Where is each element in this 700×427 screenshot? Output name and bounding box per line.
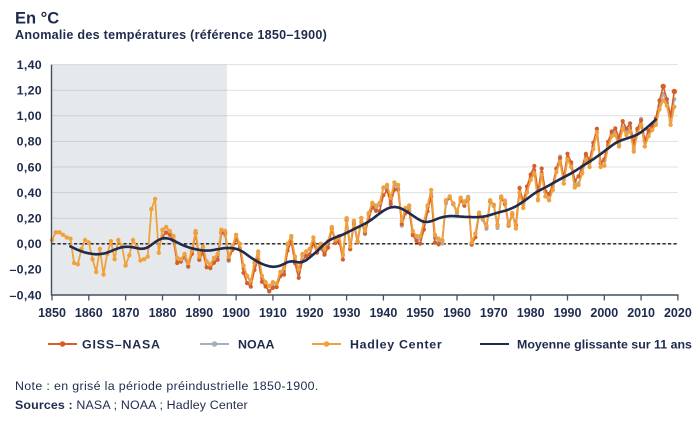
- svg-text:Sources : NASA ; NOAA ; Hadley: Sources : NASA ; NOAA ; Hadley Center: [15, 398, 248, 412]
- svg-text:1,40: 1,40: [17, 58, 42, 72]
- svg-text:0,00: 0,00: [17, 237, 42, 251]
- svg-text:0,40: 0,40: [17, 186, 42, 200]
- svg-text:GISS–NASA: GISS–NASA: [82, 337, 161, 351]
- svg-text:1960: 1960: [443, 306, 471, 320]
- svg-text:1970: 1970: [480, 306, 508, 320]
- svg-text:1940: 1940: [369, 306, 397, 320]
- svg-text:1920: 1920: [296, 306, 324, 320]
- svg-text:Anomalie des températures (réf: Anomalie des températures (référence 185…: [15, 28, 327, 42]
- svg-text:1850: 1850: [38, 306, 66, 320]
- svg-text:–0,20: –0,20: [9, 263, 42, 277]
- svg-text:2010: 2010: [627, 306, 655, 320]
- svg-text:0,60: 0,60: [17, 160, 42, 174]
- svg-text:1870: 1870: [112, 306, 140, 320]
- svg-text:1930: 1930: [333, 306, 361, 320]
- svg-text:1860: 1860: [75, 306, 103, 320]
- svg-text:1900: 1900: [222, 306, 250, 320]
- svg-text:1890: 1890: [185, 306, 213, 320]
- svg-text:NOAA: NOAA: [238, 337, 275, 351]
- svg-text:Note : en grisé la période pré: Note : en grisé la période préindustriel…: [15, 379, 319, 393]
- svg-text:0,20: 0,20: [17, 212, 42, 226]
- svg-text:En °C: En °C: [15, 10, 59, 28]
- svg-text:2000: 2000: [590, 306, 618, 320]
- svg-text:1950: 1950: [406, 306, 434, 320]
- svg-text:1910: 1910: [259, 306, 287, 320]
- svg-text:Hadley Center: Hadley Center: [350, 337, 442, 351]
- svg-text:2020: 2020: [664, 306, 692, 320]
- svg-text:Moyenne glissante sur 11 ans: Moyenne glissante sur 11 ans: [517, 337, 692, 351]
- svg-text:1,20: 1,20: [17, 84, 42, 98]
- svg-text:1980: 1980: [517, 306, 545, 320]
- svg-text:–0,40: –0,40: [9, 288, 42, 302]
- svg-text:1,00: 1,00: [17, 109, 42, 123]
- svg-text:1880: 1880: [149, 306, 177, 320]
- svg-text:0,80: 0,80: [17, 135, 42, 149]
- svg-text:1990: 1990: [554, 306, 582, 320]
